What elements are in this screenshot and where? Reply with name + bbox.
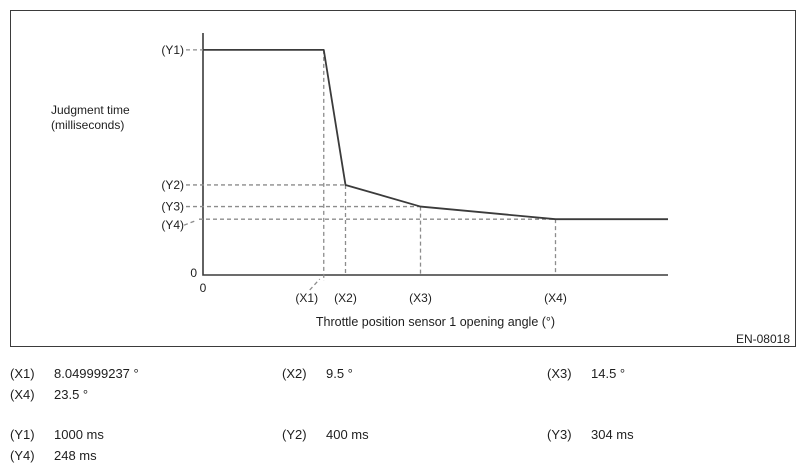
definition-value: 248 ms bbox=[54, 448, 97, 463]
definition-entry: (X4) 23.5 ° bbox=[10, 387, 88, 403]
definition-label: (X2) bbox=[282, 366, 307, 381]
definition-value: 23.5 ° bbox=[54, 387, 89, 402]
x-axis-origin-label: 0 bbox=[199, 281, 207, 295]
definition-label: (X4) bbox=[10, 387, 35, 402]
y-tick-leader-line bbox=[183, 219, 198, 226]
definition-label: (Y4) bbox=[10, 448, 35, 463]
definition-label: (X3) bbox=[547, 366, 572, 381]
definition-entry: (Y2) 400 ms bbox=[282, 427, 369, 443]
x-tick-label: (X4) bbox=[544, 291, 567, 305]
y-axis-origin-label: 0 bbox=[190, 266, 197, 280]
x-tick-label: (X2) bbox=[334, 291, 357, 305]
chart-axes bbox=[202, 33, 668, 276]
definition-label: (Y1) bbox=[10, 427, 35, 442]
x-definitions: (X1) 8.049999237 ° (X2) 9.5 ° (X3) 14.5 ° (X4)… bbox=[0, 366, 808, 410]
definition-value: 304 ms bbox=[591, 427, 634, 442]
figure-frame bbox=[10, 10, 796, 347]
definition-value: 9.5 ° bbox=[326, 366, 353, 381]
judgment-time-curve bbox=[203, 48, 668, 221]
definition-value: 400 ms bbox=[326, 427, 369, 442]
definition-value: 1000 ms bbox=[54, 427, 104, 442]
y-tick-label: (Y3) bbox=[161, 200, 184, 214]
x-tick-label: (X1) bbox=[295, 291, 318, 305]
definition-entry: (Y4) 248 ms bbox=[10, 448, 97, 464]
y-axis-label: Judgment time (milliseconds) bbox=[51, 103, 130, 133]
y-tick-label: (Y1) bbox=[161, 43, 184, 57]
x-tick-label: (X3) bbox=[409, 291, 432, 305]
definition-entry: (Y3) 304 ms bbox=[547, 427, 634, 443]
y-definitions: (Y1) 1000 ms (Y2) 400 ms (Y3) 304 ms (Y4) 248 m… bbox=[0, 427, 808, 471]
definition-label: (Y2) bbox=[282, 427, 307, 442]
definition-value: 8.049999237 ° bbox=[54, 366, 139, 381]
definition-entry: (Y1) 1000 ms bbox=[10, 427, 104, 443]
definition-value: 14.5 ° bbox=[591, 366, 626, 381]
definition-label: (X1) bbox=[10, 366, 35, 381]
definition-label: (Y3) bbox=[547, 427, 572, 442]
y-axis-label-line1: Judgment time bbox=[51, 103, 130, 117]
x-axis-title: Throttle position sensor 1 opening angle… bbox=[315, 315, 556, 329]
y-tick-label: (Y2) bbox=[161, 178, 184, 192]
definition-entry: (X3) 14.5 ° bbox=[547, 366, 625, 382]
definition-entry: (X1) 8.049999237 ° bbox=[10, 366, 139, 382]
figure-code: EN-08018 bbox=[735, 332, 790, 346]
y-tick-label: (Y4) bbox=[161, 218, 184, 232]
definition-entry: (X2) 9.5 ° bbox=[282, 366, 353, 382]
x-tick-leader-line bbox=[309, 278, 321, 291]
y-axis-label-line2: (milliseconds) bbox=[51, 118, 125, 132]
